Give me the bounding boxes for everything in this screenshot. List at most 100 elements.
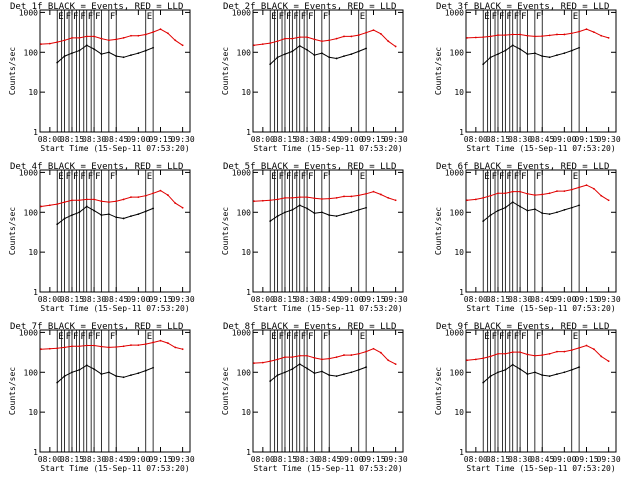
flag-letter: F [279,12,284,22]
data-point [306,48,309,51]
data-point [387,359,390,362]
data-point [115,55,118,58]
chart-title: Det 7f BLACK = Events, RED = LLD [10,322,183,332]
data-point [130,54,132,56]
data-point [71,345,73,348]
x-tick-label: 08:45 [530,135,554,144]
flag-letter: F [506,332,511,342]
data-point [100,345,103,348]
data-point [269,360,272,363]
series-line-lld [253,29,396,47]
chart-panel-1: Det 1f BLACK = Events, RED = LLD 1 10 100 10… [8,2,195,153]
data-point [298,36,301,39]
data-point [122,217,125,220]
y-tick-label: 1 [246,288,251,297]
data-point [291,196,294,199]
data-point [504,34,507,36]
y-tick-label: 1000 [19,328,38,337]
x-tick-label: 08:30 [82,135,106,144]
chart-panel-5: Det 5f BLACK = Events, RED = LLD 1 10 100 10… [221,162,408,313]
data-point [578,30,581,33]
data-point [365,31,368,34]
x-tick-label: 09:00 [552,135,576,144]
flag-letter: F [66,172,71,182]
flag-letter: F [95,332,100,342]
data-point [387,196,390,199]
data-point [335,37,338,40]
x-tick-label: 09:00 [339,455,363,464]
data-point [78,49,81,52]
data-point [291,50,294,53]
y-axis-label: Counts/sec [221,47,230,95]
data-point [519,33,522,36]
flag-letter: F [293,332,298,342]
x-tick-label: 09:00 [126,455,150,464]
data-point [372,347,375,350]
data-point [320,40,323,43]
data-point [144,49,147,52]
data-point [107,346,110,349]
data-point [284,211,286,214]
flag-letter: F [279,332,284,342]
x-tick-label: 08:30 [82,295,106,304]
x-tick-label: 09:15 [574,295,598,304]
data-point [152,46,155,49]
data-point [71,371,73,374]
chart-panel-8: Det 8f BLACK = Events, RED = LLD 1 10 100 10… [221,322,408,473]
data-point [78,345,81,348]
data-point [489,355,492,358]
data-point [166,32,169,35]
x-tick-label: 09:30 [171,135,195,144]
data-point [152,341,155,344]
data-point [320,370,323,373]
data-point [320,358,323,361]
data-point [63,39,66,42]
data-point [497,352,499,355]
y-tick-label: 100 [450,208,465,217]
flag-letter: E [271,332,276,342]
x-tick-label: 08:45 [104,295,128,304]
data-point [166,194,169,196]
data-point [474,358,477,361]
plot-frame [39,329,191,453]
data-point [328,214,331,216]
y-tick-label: 1000 [232,168,251,177]
y-tick-label: 10 [28,408,38,417]
data-point [489,56,492,59]
y-tick-label: 1000 [445,8,464,17]
series-line-lld [466,184,609,201]
flag-letter: F [88,332,93,342]
data-point [365,206,368,209]
chart-panel-6: Det 6f BLACK = Events, RED = LLD 1 10 100 10… [434,162,621,313]
data-point [284,53,286,56]
flag-letter: F [323,12,328,22]
data-point [489,375,492,378]
flag-letter: E [271,12,276,22]
data-point [335,57,338,60]
data-point [306,367,309,370]
data-point [504,206,507,209]
flag-letter: F [521,172,526,182]
flag-letter: F [323,332,328,342]
data-point [71,36,73,39]
data-point [298,204,301,207]
data-point [563,350,566,353]
data-point [48,42,51,45]
flag-letter: F [73,172,78,182]
data-point [269,42,272,44]
data-point [284,196,286,199]
data-point [372,29,375,32]
x-axis-label: Start Time (15-Sep-11 07:53:20) [40,144,189,153]
data-point [548,352,551,355]
x-tick-label: 09:30 [597,295,621,304]
flag-letter: E [484,332,489,342]
x-tick-label: 08:30 [508,295,532,304]
flag-letter: E [360,172,365,182]
flag-letter: F [80,332,85,342]
data-point [372,190,375,193]
flag-letter: F [308,12,313,22]
data-point [291,37,294,40]
data-point [519,205,522,208]
flag-letter: F [301,332,306,342]
